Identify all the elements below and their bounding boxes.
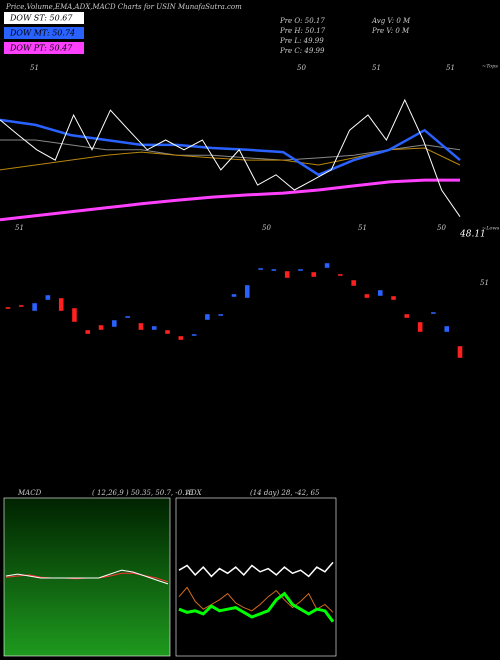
last-price-label: 48.11 bbox=[459, 230, 486, 240]
info-text: Pre L: 49.99 bbox=[279, 37, 324, 45]
info-text: Pre V: 0 M bbox=[371, 27, 410, 35]
bottom-label: 51 bbox=[15, 224, 24, 232]
legend-label: DOW MT: 50.74 bbox=[9, 29, 75, 38]
candle bbox=[31, 302, 38, 312]
top-label: 50 bbox=[297, 64, 306, 72]
candle bbox=[457, 345, 463, 359]
candle bbox=[337, 273, 344, 277]
macd-panel bbox=[3, 497, 171, 657]
adx-line bbox=[178, 561, 334, 578]
macd-line bbox=[5, 569, 169, 585]
candle bbox=[71, 307, 78, 323]
candle bbox=[350, 279, 357, 287]
legend-box bbox=[4, 27, 84, 39]
adx-line bbox=[178, 591, 335, 623]
price-line bbox=[0, 98, 461, 217]
candle bbox=[151, 325, 157, 331]
candle bbox=[204, 313, 211, 321]
candle bbox=[18, 304, 24, 308]
candle bbox=[138, 322, 144, 331]
candle bbox=[111, 319, 118, 328]
candle bbox=[324, 262, 330, 269]
info-text: Pre H: 50.17 bbox=[279, 27, 326, 35]
info-text: Pre O: 50.17 bbox=[279, 17, 325, 25]
top-note: ~Tops bbox=[482, 64, 498, 70]
info-text: Pre C: 49.99 bbox=[279, 47, 325, 55]
candle bbox=[257, 267, 264, 271]
candle bbox=[191, 333, 197, 337]
candle bbox=[297, 268, 304, 272]
legend-label: DOW PT: 50.47 bbox=[9, 44, 73, 53]
info-text: Avg V: 0 M bbox=[371, 17, 411, 25]
candle bbox=[124, 315, 131, 319]
top-label: 51 bbox=[446, 64, 455, 72]
page-title: Price,Volume,EMA,ADX,MACD Charts for USI… bbox=[5, 3, 242, 11]
legend-box bbox=[4, 12, 84, 24]
candle bbox=[244, 284, 250, 299]
candle bbox=[430, 311, 437, 315]
candle-side-label: 51 bbox=[480, 279, 489, 287]
candle bbox=[364, 293, 370, 299]
candle bbox=[311, 271, 317, 278]
adx-title: ADX bbox=[185, 489, 203, 497]
candle bbox=[5, 306, 11, 310]
macd-params: ( 12,26,9 ) 50.35, 50.7, -0.15 bbox=[92, 489, 194, 497]
adx-params: (14 day) 28, -42, 65 bbox=[250, 489, 320, 497]
candle bbox=[85, 329, 91, 335]
candle bbox=[417, 321, 423, 333]
bottom-note: ~Lows bbox=[482, 226, 500, 232]
legend-label: DOW ST: 50.67 bbox=[9, 14, 73, 23]
candle bbox=[284, 270, 290, 279]
candle bbox=[98, 324, 104, 331]
candle bbox=[404, 313, 410, 319]
candle bbox=[271, 268, 277, 272]
candle bbox=[45, 294, 51, 301]
candle bbox=[231, 293, 237, 298]
price-line bbox=[0, 118, 461, 177]
candle bbox=[164, 329, 171, 335]
adx-line bbox=[178, 586, 334, 613]
adx-panel bbox=[175, 497, 337, 657]
candle bbox=[58, 297, 64, 312]
legend-box bbox=[4, 42, 84, 54]
price-line bbox=[0, 178, 460, 222]
top-label: 51 bbox=[30, 64, 39, 72]
candle bbox=[377, 289, 383, 297]
bottom-label: 51 bbox=[358, 224, 367, 232]
bottom-label: 50 bbox=[262, 224, 271, 232]
macd-title: MACD bbox=[17, 489, 42, 497]
candle bbox=[444, 325, 450, 333]
top-label: 51 bbox=[372, 64, 381, 72]
bottom-label: 50 bbox=[437, 224, 446, 232]
candle bbox=[178, 335, 184, 341]
candle bbox=[218, 313, 224, 317]
candle bbox=[390, 295, 397, 301]
